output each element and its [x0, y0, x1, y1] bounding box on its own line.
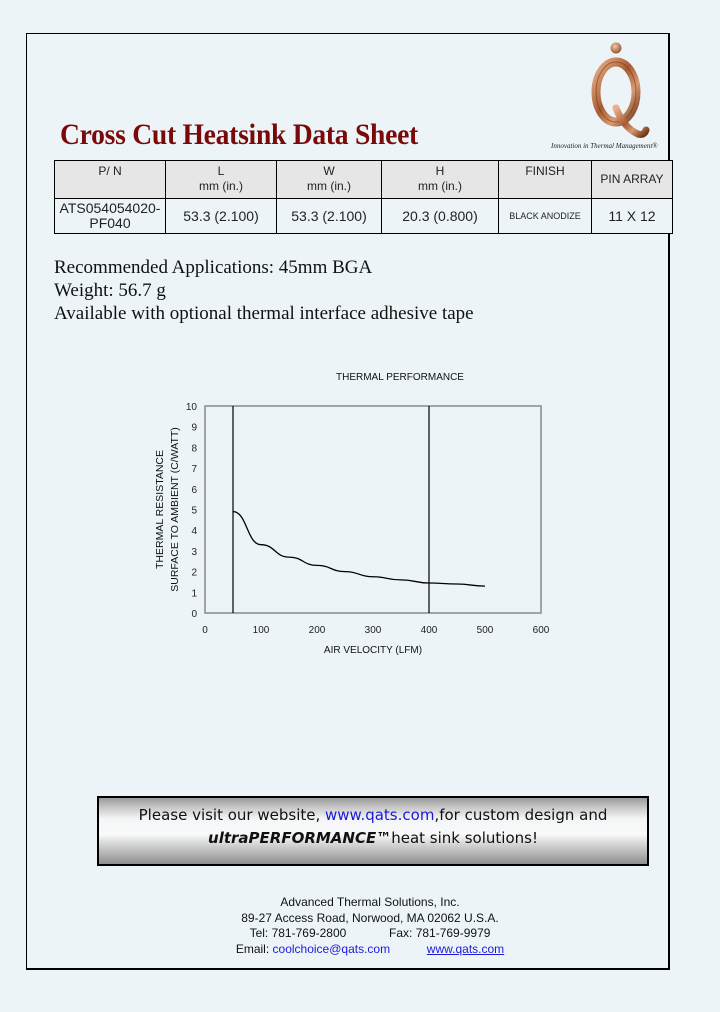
- phone-fax: Tel: 781-769-2800 Fax: 781-769-9979: [220, 926, 520, 942]
- spec-table-row: ATS054054020- PF040 53.3 (2.100) 53.3 (2.…: [54, 198, 673, 234]
- contact-footer: Advanced Thermal Solutions, Inc. 89-27 A…: [220, 895, 520, 957]
- x-axis-label: AIR VELOCITY (LFM): [324, 645, 422, 656]
- y-tick-label: 9: [191, 423, 197, 434]
- x-tick-label: 300: [365, 625, 382, 636]
- company-name: Advanced Thermal Solutions, Inc.: [280, 895, 460, 909]
- x-tick-label: 400: [421, 625, 438, 636]
- x-tick-label: 200: [309, 625, 326, 636]
- cell-width: 53.3 (2.100): [276, 198, 382, 234]
- email-web: Email: coolchoice@qats.com www.qats.com: [235, 941, 505, 956]
- col-header-part-number: P/ N: [54, 160, 166, 199]
- cell-finish: BLACK ANODIZE: [498, 198, 592, 234]
- fax: Fax: 781-769-9979: [389, 926, 491, 940]
- y-tick-label: 0: [191, 609, 197, 620]
- col-header-finish: FINISH: [498, 160, 592, 199]
- x-tick-label: 600: [533, 625, 550, 636]
- y-tick-label: 5: [191, 506, 197, 517]
- y-tick-label: 3: [191, 547, 197, 558]
- cell-height: 20.3 (0.800): [381, 198, 499, 234]
- company-logo-icon: [591, 42, 650, 138]
- availability-note: Available with optional thermal interfac…: [54, 303, 474, 324]
- y-tick-label: 2: [191, 568, 197, 579]
- banner-line-1: Please visit our website, www.qats.com,f…: [138, 806, 608, 824]
- y-axis-label-line-1: THERMAL RESISTANCE: [154, 450, 166, 569]
- x-tick-label: 0: [202, 625, 208, 636]
- y-tick-label: 8: [191, 443, 197, 454]
- banner-line-2: ultraPERFORMANCE™heat sink solutions!: [208, 829, 538, 847]
- chart-title: THERMAL PERFORMANCE: [336, 372, 464, 383]
- page-title: Cross Cut Heatsink Data Sheet: [60, 118, 418, 151]
- product-info: Recommended Applications: 45mm BGA Weigh…: [54, 256, 474, 325]
- recommended-applications: Recommended Applications: 45mm BGA: [54, 257, 373, 278]
- weight: Weight: 56.7 g: [54, 280, 166, 301]
- website-banner: Please visit our website, www.qats.com,f…: [97, 796, 649, 866]
- datasheet-page: [26, 33, 670, 970]
- y-tick-label: 4: [191, 526, 197, 537]
- x-tick-label: 100: [253, 625, 270, 636]
- y-tick-label: 1: [191, 588, 197, 599]
- company-tagline: Innovation in Thermal Management®: [551, 142, 658, 150]
- cell-length: 53.3 (2.100): [165, 198, 277, 234]
- brand-name: ultraPERFORMANCE™: [208, 829, 392, 847]
- company-address: 89-27 Access Road, Norwood, MA 02062 U.S…: [241, 910, 499, 925]
- x-tick-label: 500: [477, 625, 494, 636]
- col-header-pin-array: PIN ARRAY: [591, 160, 673, 199]
- telephone: Tel: 781-769-2800: [249, 926, 347, 940]
- y-tick-label: 7: [191, 464, 197, 475]
- cell-pin-array: 11 X 12: [591, 198, 673, 234]
- thermal-resistance-curve: [232, 510, 486, 587]
- y-tick-label: 6: [191, 485, 197, 496]
- banner-website-link[interactable]: www.qats.com: [325, 806, 435, 824]
- y-tick-label: 10: [186, 402, 198, 413]
- plot-area-frame: [204, 405, 542, 614]
- cell-part-number: ATS054054020- PF040: [54, 198, 166, 234]
- email-link[interactable]: coolchoice@qats.com: [272, 941, 391, 956]
- website-link[interactable]: www.qats.com: [426, 941, 505, 956]
- y-axis-label-line-2: SURFACE TO AMBIENT (C/WATT): [169, 427, 181, 592]
